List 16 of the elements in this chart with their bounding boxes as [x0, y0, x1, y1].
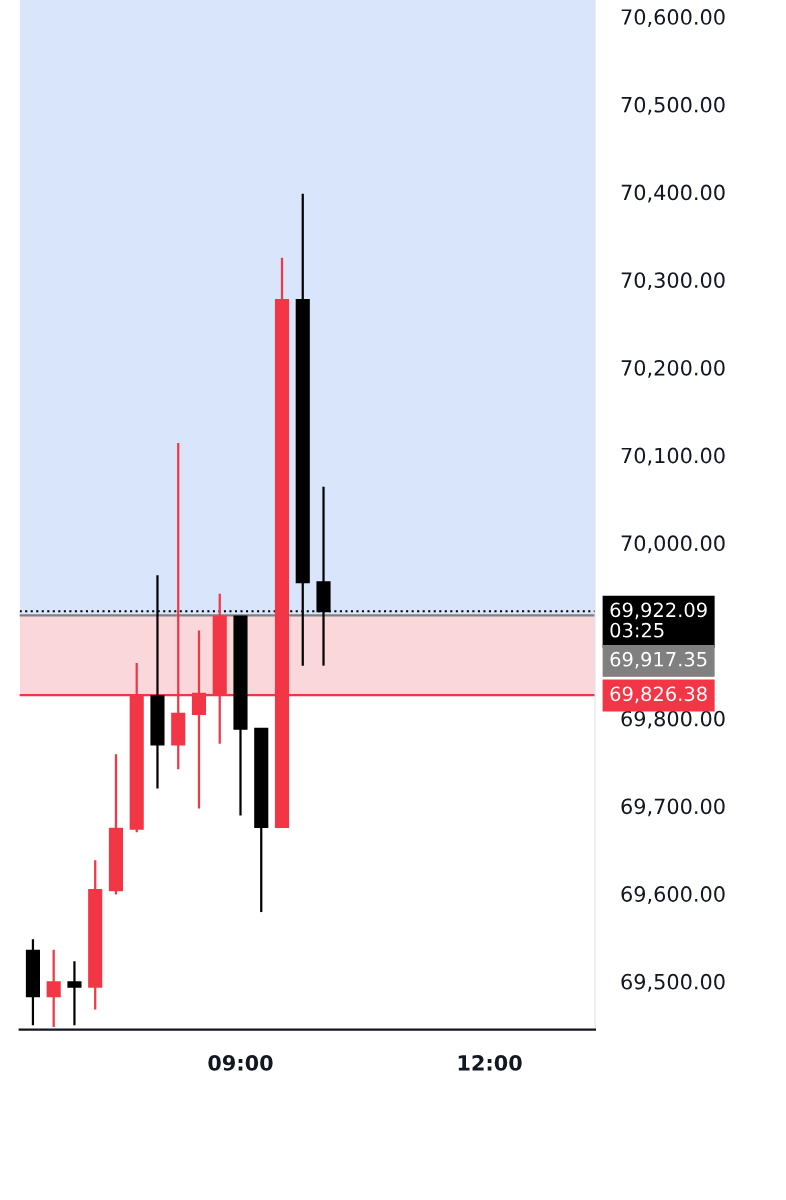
y-tick-label: 70,300.00 [621, 272, 725, 291]
y-tick-label: 70,100.00 [621, 447, 725, 466]
y-tick-label: 70,600.00 [621, 9, 725, 27]
y-tick-label: 69,500.00 [621, 973, 725, 992]
y-tick-label: 69,600.00 [621, 886, 725, 904]
ref-line-label: 69,826.38 [610, 686, 707, 704]
y-tick-label: 70,400.00 [621, 184, 725, 203]
y-tick-label: 70,200.00 [621, 359, 725, 378]
y-tick-label: 69,800.00 [621, 710, 725, 729]
x-tick-label: 12:00 [458, 1054, 522, 1071]
ref-line-label: 69,917.35 [610, 651, 707, 669]
ref-line-label: 69,922.09 03:25 [610, 602, 707, 638]
y-tick-label: 70,000.00 [621, 535, 725, 554]
y-tick-label: 70,500.00 [621, 96, 725, 115]
x-tick-label: 09:00 [208, 1054, 273, 1071]
y-tick-label: 69,700.00 [621, 798, 725, 817]
